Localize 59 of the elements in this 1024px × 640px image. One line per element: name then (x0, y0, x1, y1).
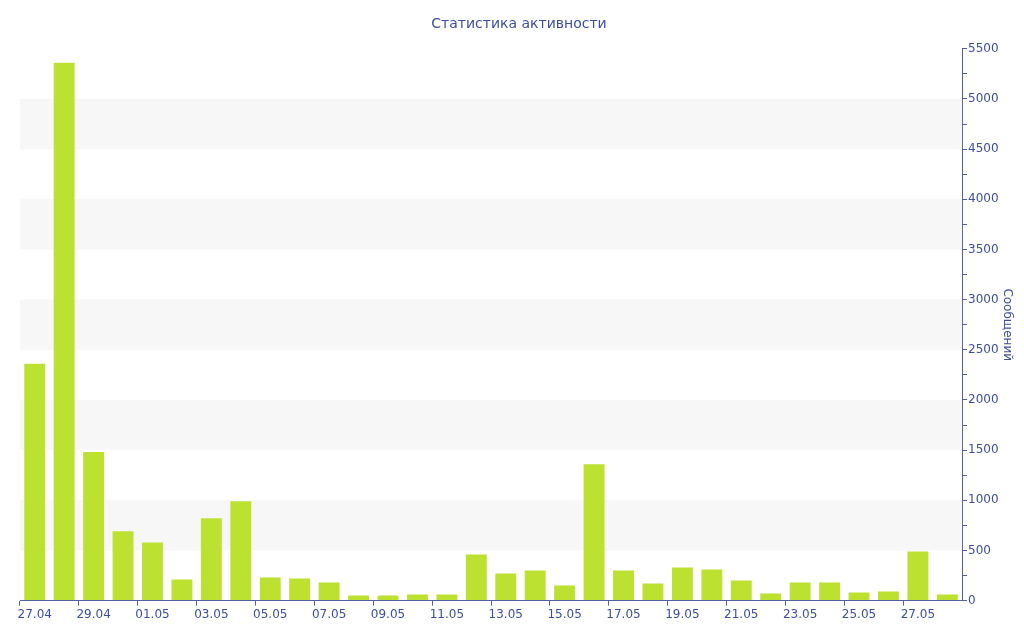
bar (642, 583, 664, 601)
bar (907, 551, 929, 601)
x-tick-label: 11.05 (429, 606, 465, 621)
bar (819, 582, 841, 601)
x-tick-label: 01.05 (135, 606, 170, 621)
y-tick-label: 2500 (968, 341, 999, 356)
bar (289, 578, 311, 601)
bar (701, 569, 723, 601)
x-tick-label: 19.05 (665, 606, 700, 621)
bar (730, 580, 752, 601)
bar (259, 577, 281, 601)
bar (760, 593, 782, 601)
x-tick-label: 21.05 (724, 606, 759, 621)
x-tick-label: 23.05 (782, 606, 818, 621)
bar (318, 582, 340, 601)
y-tick-label: 2000 (968, 392, 999, 407)
x-tick-label: 27.04 (17, 606, 52, 621)
y-tick-label: 4000 (968, 191, 999, 206)
x-tick-label: 05.05 (253, 606, 288, 621)
y-axis-title: Сообщений (1000, 288, 1015, 361)
bar (112, 531, 134, 601)
bar (789, 582, 811, 601)
bar (406, 594, 428, 601)
bar (24, 363, 46, 601)
bar (583, 464, 605, 601)
y-tick-label: 3500 (968, 241, 999, 256)
y-tick-label: 1000 (968, 492, 999, 507)
bar (554, 585, 576, 601)
y-tick-label: 4500 (968, 141, 999, 156)
bar (171, 579, 193, 601)
bar (230, 501, 252, 601)
x-tick-label: 07.05 (311, 606, 347, 621)
x-tick-label: 25.05 (841, 606, 877, 621)
bar (83, 452, 105, 601)
x-tick-label: 29.04 (76, 606, 111, 621)
y-tick-label: 0 (968, 592, 976, 607)
bar (142, 542, 163, 601)
bar (671, 567, 693, 601)
x-tick-label: 09.05 (370, 606, 406, 621)
bar (53, 62, 75, 601)
bar (465, 554, 487, 601)
y-tick-label: 1500 (968, 442, 999, 457)
bar (878, 591, 899, 601)
bar (436, 594, 458, 601)
x-tick-label: 03.05 (194, 606, 229, 621)
x-tick-label: 27.05 (900, 606, 936, 621)
bar (613, 570, 634, 601)
y-tick-label: 5000 (968, 91, 999, 106)
bar (495, 573, 517, 601)
y-tick-label: 3000 (968, 291, 999, 306)
bar (936, 594, 958, 601)
y-tick-label: 5500 (968, 40, 999, 55)
x-tick-label: 17.05 (606, 606, 641, 621)
chart-title: Статистика активности (431, 15, 607, 32)
bar (200, 518, 222, 601)
y-tick-label: 500 (968, 542, 991, 557)
bar (524, 570, 546, 601)
x-tick-label: 13.05 (488, 606, 523, 621)
x-tick-label: 15.05 (547, 606, 582, 621)
